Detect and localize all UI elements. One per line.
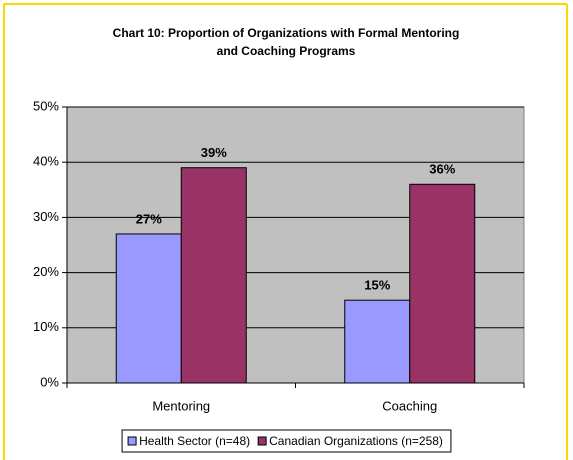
chart-title: Chart 10: Proportion of Organizations wi… <box>112 26 460 58</box>
x-tick-label: Coaching <box>382 398 437 413</box>
value-label: 15% <box>364 278 390 293</box>
legend-swatch <box>257 436 267 446</box>
bar <box>115 233 182 384</box>
y-tick-label: 20% <box>33 264 59 279</box>
value-label: 39% <box>201 145 227 160</box>
x-tick-label: Mentoring <box>152 398 210 413</box>
value-label: 36% <box>429 162 455 177</box>
value-label: 27% <box>136 211 162 226</box>
legend-swatch <box>127 436 137 446</box>
y-tick-label: 50% <box>33 98 59 113</box>
y-tick-label: 40% <box>33 154 59 169</box>
y-tick-label: 10% <box>33 319 59 334</box>
legend <box>121 429 452 453</box>
bar <box>409 183 476 384</box>
legend-label: Canadian Organizations (n=258) <box>269 434 443 448</box>
bar <box>344 299 411 384</box>
bar <box>180 167 247 384</box>
y-tick-label: 30% <box>33 209 59 224</box>
y-tick-label: 0% <box>40 374 59 389</box>
legend-label: Health Sector (n=48) <box>139 434 250 448</box>
